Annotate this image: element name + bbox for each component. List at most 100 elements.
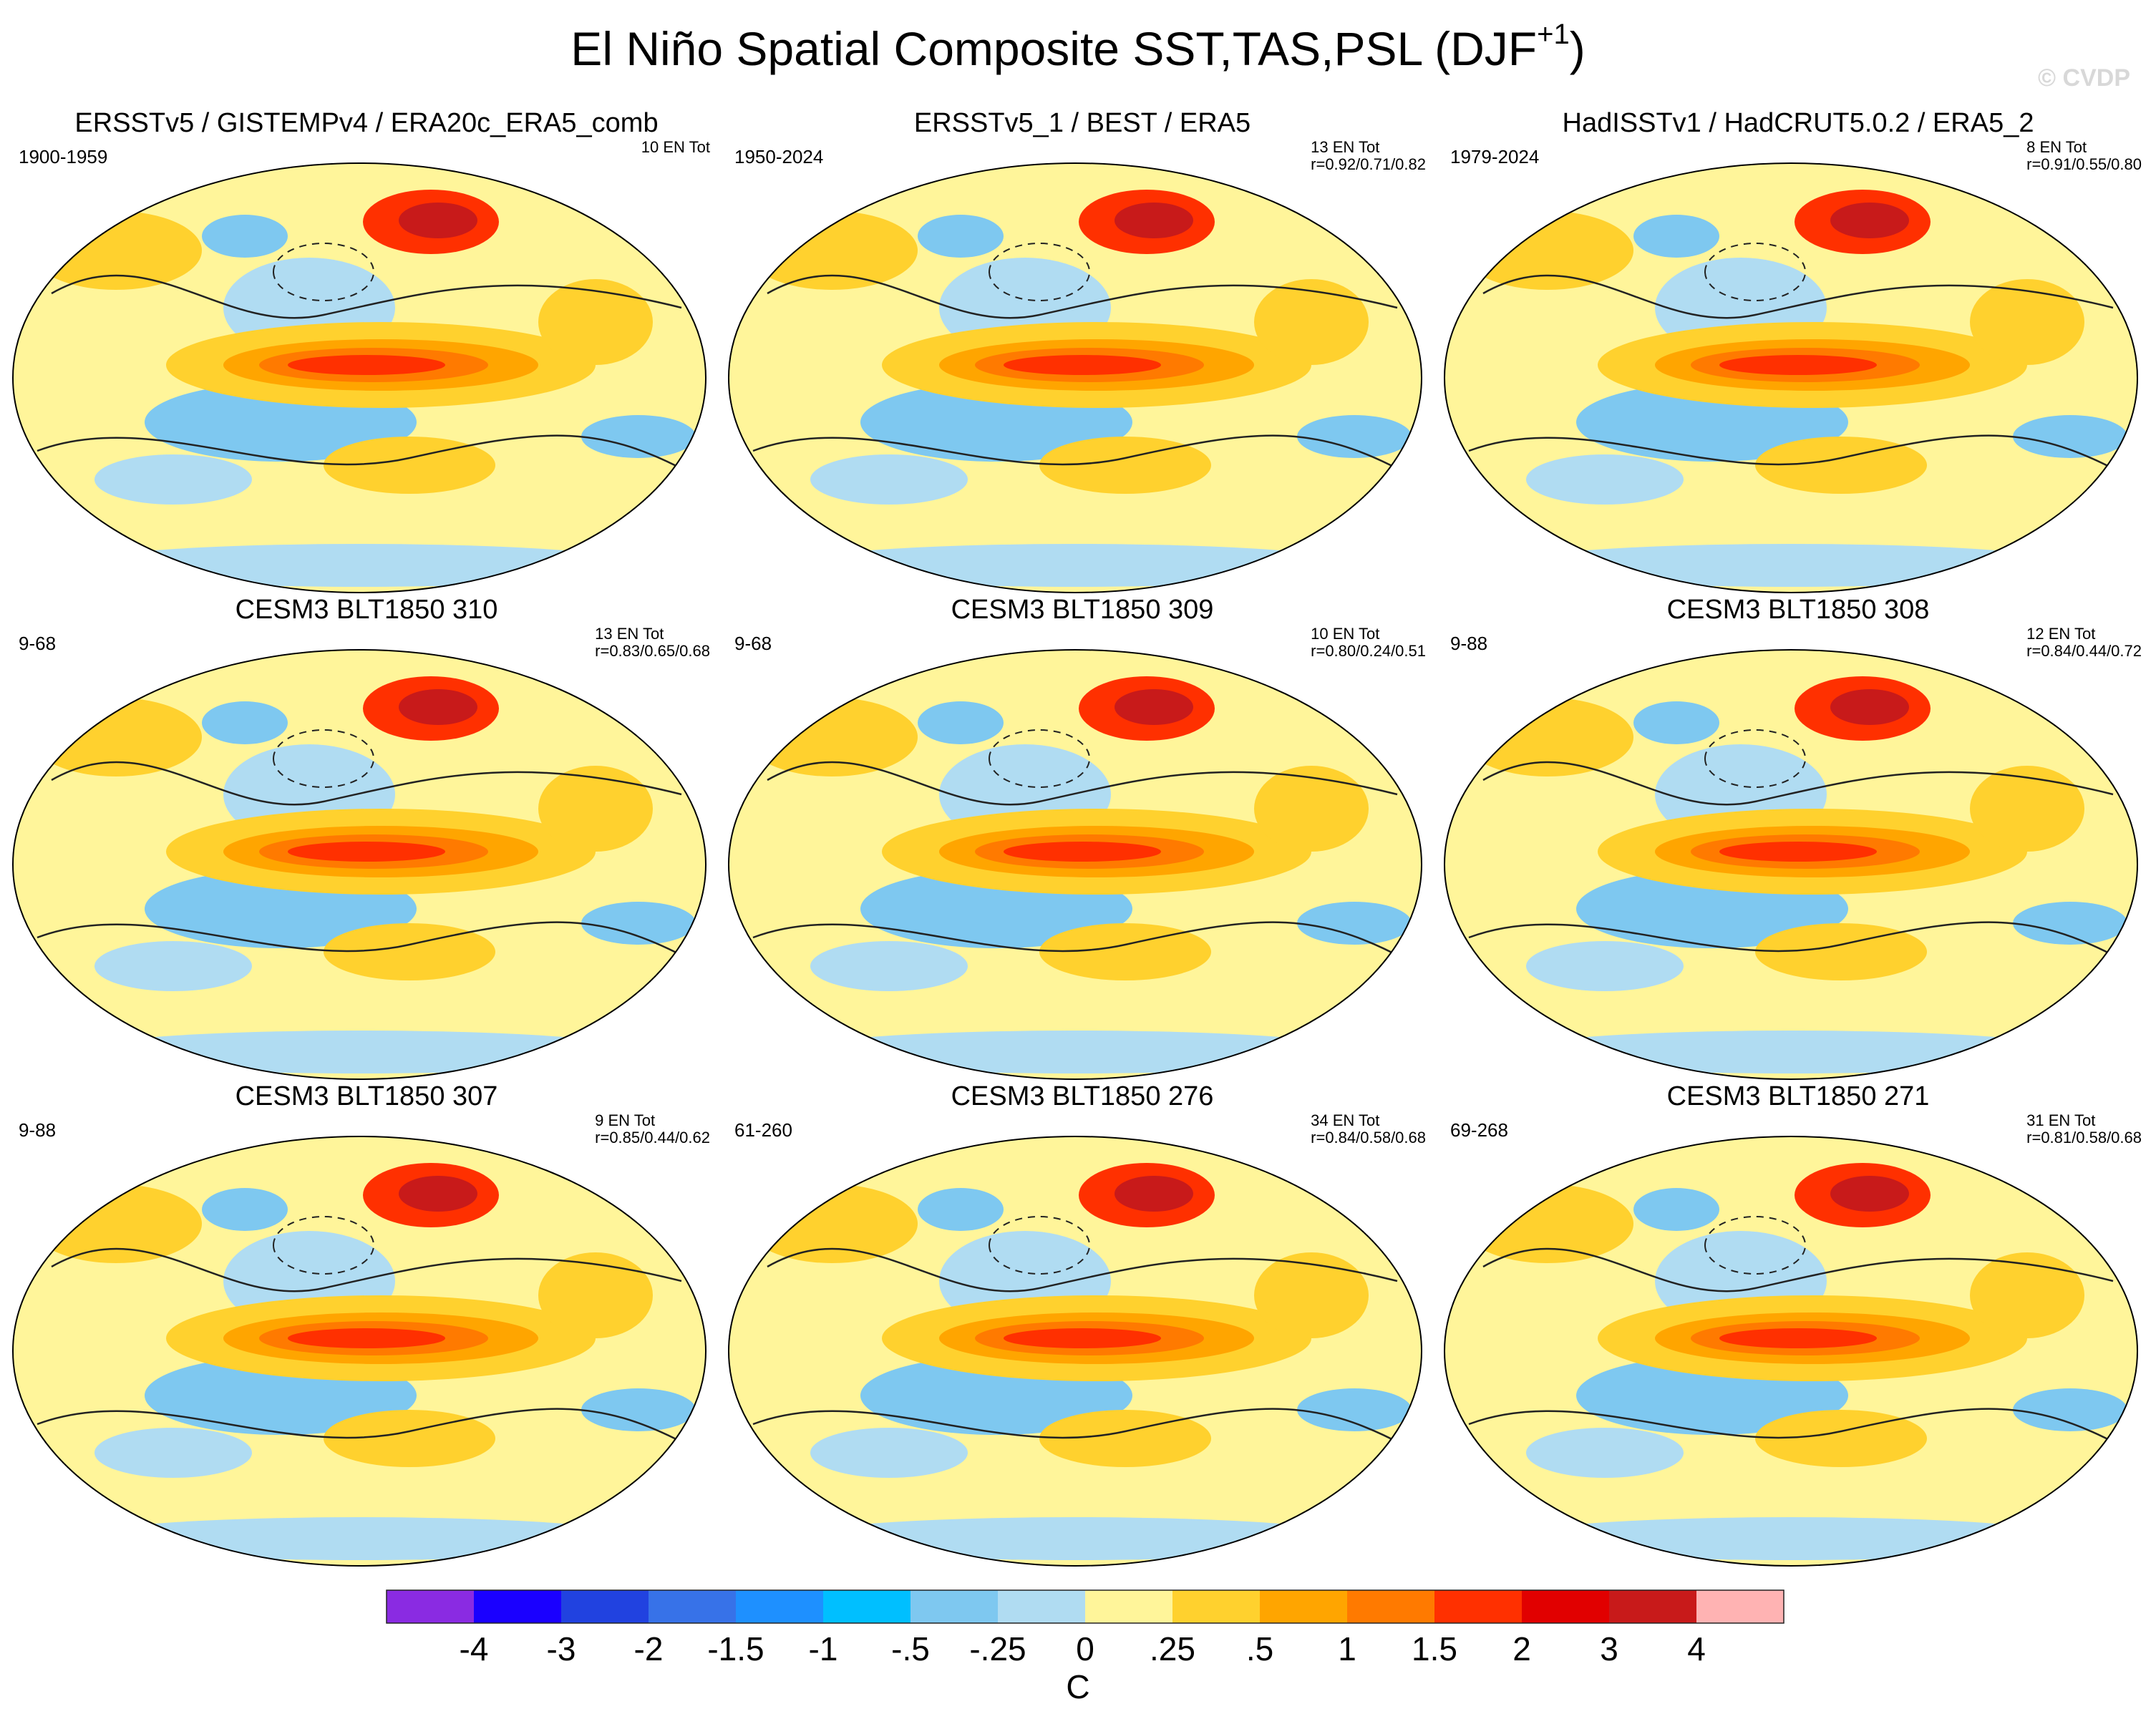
robinson-map — [12, 649, 706, 1080]
panel-title: CESM3 BLT1850 309 — [951, 595, 1214, 625]
anomaly-region — [1719, 355, 1877, 375]
anomaly-region — [810, 454, 968, 505]
map-panel: HadISSTv1 / HadCRUT5.0.2 / ERA5_2 1979-20… — [1440, 107, 2156, 593]
colorbar-swatch — [1260, 1590, 1347, 1623]
anomaly-region — [1633, 1188, 1719, 1231]
anomaly-region — [1719, 842, 1877, 862]
anomaly-region — [288, 1328, 445, 1348]
anomaly-region — [1633, 215, 1719, 258]
anomaly-region — [1115, 203, 1193, 238]
anomaly-region — [1254, 1252, 1369, 1338]
psl-contour — [1482, 1247, 2114, 1292]
panel-title: CESM3 BLT1850 276 — [951, 1081, 1214, 1111]
anomaly-region — [1004, 842, 1161, 862]
anomaly-region — [918, 1188, 1004, 1231]
psl-contour — [51, 1247, 682, 1292]
anomaly-region — [538, 279, 653, 365]
anomaly-region — [73, 1517, 646, 1560]
anomaly-region — [1039, 437, 1211, 494]
psl-contour — [37, 434, 689, 474]
anomaly-region — [94, 454, 252, 505]
anomaly-region — [1254, 279, 1369, 365]
anomaly-region — [1039, 923, 1211, 980]
colorbar-tick-label: -.5 — [891, 1630, 930, 1667]
pattern-correlation: r=0.80/0.24/0.51 — [1311, 642, 1426, 660]
psl-contour — [767, 761, 1398, 806]
colorbar-tick-label: 4 — [1687, 1630, 1706, 1667]
anomaly-region — [1462, 211, 1633, 290]
watermark-text: © CVDP — [2038, 64, 2130, 92]
robinson-map — [728, 1136, 1422, 1567]
anomaly-region — [1505, 544, 2077, 587]
anomaly-region — [288, 355, 445, 375]
panel-stats: 34 EN Tot r=0.84/0.58/0.68 — [1311, 1112, 1426, 1146]
psl-contour — [1482, 761, 2114, 806]
event-count: 13 EN Tot — [595, 625, 664, 643]
event-count: 8 EN Tot — [2026, 138, 2087, 156]
anomaly-region — [1526, 1428, 1684, 1478]
colorbar-swatch — [649, 1590, 736, 1623]
anomaly-region — [1297, 415, 1412, 458]
anomaly-region — [1633, 701, 1719, 744]
panel-stats: 8 EN Tot r=0.91/0.55/0.80 — [2026, 139, 2142, 173]
anomaly-region — [202, 1188, 288, 1231]
psl-contour — [51, 761, 682, 806]
anomaly-region — [538, 1252, 653, 1338]
colorbar-swatch — [1696, 1590, 1784, 1623]
anomaly-region — [538, 766, 653, 852]
anomaly-region — [1297, 902, 1412, 945]
anomaly-region — [1970, 279, 2084, 365]
anomaly-region — [1462, 698, 1633, 776]
anomaly-region — [746, 698, 918, 776]
colorbar-tick-label: 2 — [1512, 1630, 1531, 1667]
colorbar-tick-label: -4 — [460, 1630, 489, 1667]
panel-stats: 13 EN Tot r=0.83/0.65/0.68 — [595, 625, 710, 660]
psl-contour — [752, 434, 1405, 474]
panel-years: 69-268 — [1450, 1119, 1508, 1141]
colorbar-tick-label: -1 — [809, 1630, 838, 1667]
psl-contour — [767, 274, 1398, 319]
anomaly-region — [1004, 1328, 1161, 1348]
panel-title: HadISSTv1 / HadCRUT5.0.2 / ERA5_2 — [1562, 108, 2034, 138]
panel-years: 9-68 — [734, 633, 772, 654]
anomaly-region — [73, 544, 646, 587]
colorbar-tick-label: 3 — [1600, 1630, 1618, 1667]
panel-stats: 9 EN Tot r=0.85/0.44/0.62 — [595, 1112, 710, 1146]
panel-years: 9-88 — [1450, 633, 1488, 654]
colorbar-swatch — [1434, 1590, 1522, 1623]
colorbar-swatch — [387, 1590, 474, 1623]
colorbar-tick-label: 0 — [1076, 1630, 1094, 1667]
anomaly-region — [1297, 1388, 1412, 1431]
event-count: 10 EN Tot — [641, 138, 710, 156]
anomaly-region — [1505, 1517, 2077, 1560]
colorbar-swatch — [1085, 1590, 1172, 1623]
anomaly-region — [1254, 766, 1369, 852]
anomaly-region — [789, 1031, 1361, 1073]
anomaly-region — [30, 1184, 202, 1263]
panel-title: ERSSTv5_1 / BEST / ERA5 — [913, 108, 1251, 138]
anomaly-region — [1115, 689, 1193, 725]
anomaly-region — [1830, 689, 1909, 725]
panel-years: 1900-1959 — [19, 146, 108, 167]
panel-years: 1950-2024 — [734, 146, 824, 167]
anomaly-region — [202, 215, 288, 258]
pattern-correlation: r=0.91/0.55/0.80 — [2026, 155, 2142, 173]
pattern-correlation: r=0.92/0.71/0.82 — [1311, 155, 1426, 173]
colorbar-swatch — [736, 1590, 823, 1623]
colorbar-tick-label: 1.5 — [1412, 1630, 1457, 1667]
colorbar-swatch — [561, 1590, 649, 1623]
map-border — [12, 162, 706, 593]
anomaly-region — [399, 203, 477, 238]
psl-contour — [1468, 921, 2121, 960]
map-border — [1444, 649, 2138, 1080]
anomaly-region — [1970, 766, 2084, 852]
colorbar-tick-label: -1.5 — [707, 1630, 764, 1667]
map-panel: CESM3 BLT1850 308 9-88 12 EN Tot r=0.84/0.4… — [1440, 594, 2156, 1080]
map-border — [728, 162, 1422, 593]
colorbar-swatch — [823, 1590, 911, 1623]
map-border — [728, 649, 1422, 1080]
panel-stats: 10 EN Tot r=0.80/0.24/0.51 — [1311, 625, 1426, 660]
event-count: 12 EN Tot — [2026, 625, 2096, 643]
anomaly-region — [1830, 203, 1909, 238]
figure-title: El Niño Spatial Composite SST,TAS,PSL (D… — [570, 19, 1586, 75]
